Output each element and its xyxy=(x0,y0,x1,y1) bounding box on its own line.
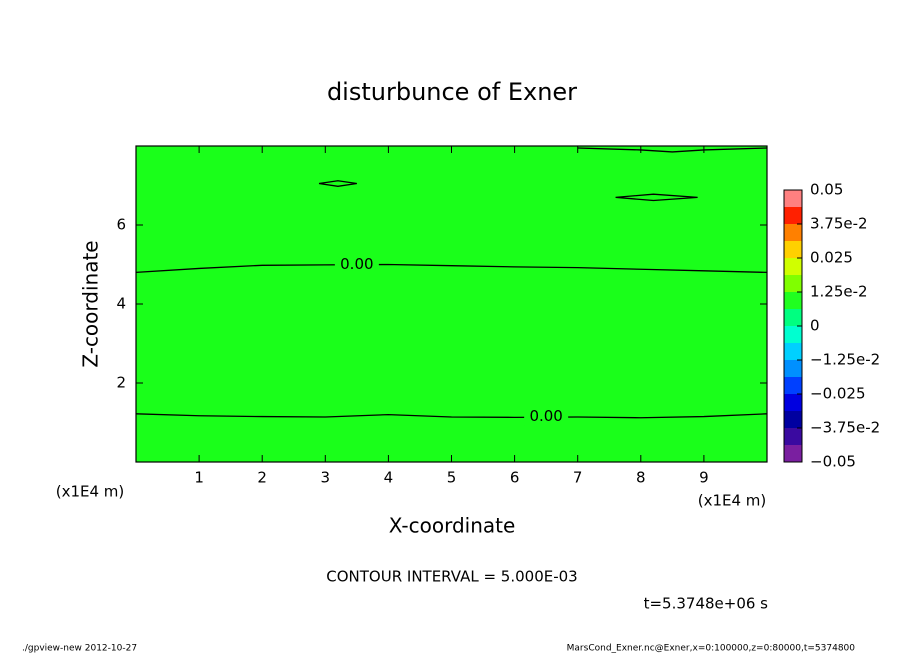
contour-line xyxy=(577,147,768,153)
colorbar-bin xyxy=(784,377,802,394)
contour-label-bg xyxy=(334,255,379,274)
colorbar-bin xyxy=(784,224,802,241)
contour-line xyxy=(135,413,768,419)
time-label: t=5.3748e+06 s xyxy=(644,595,769,613)
colorbar-bin xyxy=(784,190,802,207)
colorbar-tick-label: −0.05 xyxy=(810,453,856,471)
contour-line xyxy=(615,193,698,202)
colorbar-tick-label: 3.75e-2 xyxy=(810,215,868,233)
y-axis-label: Z-coordinate xyxy=(79,240,103,367)
colorbar-bin xyxy=(784,394,802,411)
x-tick-label: 7 xyxy=(573,469,583,487)
y-tick-label: 6 xyxy=(116,216,126,234)
contour-line xyxy=(318,180,357,187)
colorbar-tick-label: 0.05 xyxy=(810,181,843,199)
colorbar-tick-label: −0.025 xyxy=(810,385,866,403)
contour-label: 0.00 xyxy=(340,255,373,273)
x-tick-label: 8 xyxy=(636,469,646,487)
x-tick-label: 9 xyxy=(699,469,709,487)
x-tick-label: 6 xyxy=(510,469,520,487)
contour-interval: CONTOUR INTERVAL = 5.000E-03 xyxy=(326,568,577,586)
colorbar-bin xyxy=(784,258,802,275)
x-unit-label: (x1E4 m) xyxy=(56,483,125,501)
chart-title: disturbunce of Exner xyxy=(327,78,577,106)
colorbar-tick-label: −1.25e-2 xyxy=(810,351,880,369)
contour-label: 0.00 xyxy=(529,407,562,425)
x-tick-label: 1 xyxy=(194,469,204,487)
colorbar-bin xyxy=(784,326,802,343)
contour-line xyxy=(135,263,768,274)
footer-right: MarsCond_Exner.nc@Exner,x=0:100000,z=0:8… xyxy=(567,644,856,654)
colorbar-bin xyxy=(784,309,802,326)
colorbar-bin xyxy=(784,207,802,224)
colorbar-bin xyxy=(784,292,802,309)
x-unit-label: (x1E4 m) xyxy=(698,492,767,510)
y-tick-label: 4 xyxy=(116,295,126,313)
colorbar-bin xyxy=(784,411,802,428)
field xyxy=(136,146,767,462)
colorbar-bin xyxy=(784,275,802,292)
y-tick-label: 2 xyxy=(116,374,126,392)
colorbar-bin xyxy=(784,360,802,377)
x-axis-label: X-coordinate xyxy=(389,514,516,538)
footer-left: ./gpview-new 2012-10-27 xyxy=(22,644,137,654)
colorbar-bin xyxy=(784,428,802,445)
colorbar-bin xyxy=(784,241,802,258)
colorbar-tick-label: 0.025 xyxy=(810,249,853,267)
x-tick-label: 4 xyxy=(384,469,394,487)
x-tick-label: 2 xyxy=(257,469,267,487)
colorbar-bin xyxy=(784,343,802,360)
colorbar-bin xyxy=(784,445,802,462)
x-tick-label: 5 xyxy=(447,469,457,487)
x-tick-label: 3 xyxy=(321,469,331,487)
colorbar-tick-label: 1.25e-2 xyxy=(810,283,868,301)
colorbar-tick-label: 0 xyxy=(810,317,820,335)
colorbar-tick-label: −3.75e-2 xyxy=(810,419,880,437)
contour-label-bg xyxy=(524,407,569,426)
